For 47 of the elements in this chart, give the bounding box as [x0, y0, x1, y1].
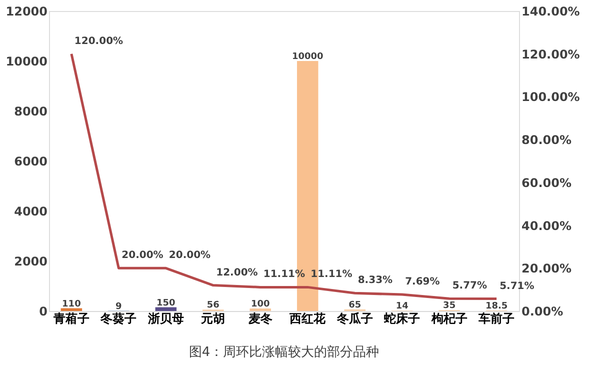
- caption: 图4：周环比涨幅较大的部分品种: [188, 345, 380, 360]
- data-label: 12.00%: [216, 267, 258, 278]
- data-label: 9: [116, 302, 122, 312]
- data-label: 120.00%: [74, 36, 124, 47]
- y-tick-label: 12000: [6, 4, 48, 18]
- y2-tick-label: 60.00%: [522, 176, 572, 190]
- data-label: 56: [206, 300, 220, 311]
- y-tick-label: 8000: [14, 104, 48, 118]
- y-tick-label: 6000: [14, 154, 48, 168]
- y2-tick-label: 0.00%: [522, 304, 564, 318]
- data-label: 110: [62, 299, 81, 310]
- y2-tick-label: 100.00%: [522, 90, 580, 104]
- y2-tick-label: 120.00%: [522, 47, 580, 62]
- data-label: 20.00%: [168, 250, 211, 262]
- data-label: 65: [348, 300, 362, 310]
- data-label: 100: [250, 300, 270, 310]
- y-tick-label: 4000: [14, 204, 48, 218]
- data-label: 150: [156, 298, 176, 308]
- x-tick-label: 冬葵子: [100, 312, 137, 326]
- x-tick-label: 青葙子: [52, 312, 90, 326]
- x-tick-label: 车前子: [478, 312, 515, 326]
- data-label: 35: [443, 301, 456, 312]
- x-tick-label: 元胡: [200, 312, 226, 326]
- data-label: 8.33%: [358, 275, 393, 286]
- data-label: 14: [396, 302, 408, 312]
- y-tick-label: 0: [39, 304, 48, 318]
- data-label: 10000: [292, 52, 324, 62]
- y2-tick-label: 140.00%: [522, 4, 580, 18]
- x-tick-label: 枸杞子: [430, 312, 468, 326]
- line-series: [70, 52, 498, 300]
- y-tick-label: 10000: [6, 54, 48, 68]
- y2-tick-label: 20.00%: [522, 262, 572, 276]
- bar: [60, 308, 82, 311]
- x-tick-label: 西红花: [288, 312, 327, 326]
- x-tick-label: 浙贝母: [146, 312, 184, 326]
- data-label: 7.69%: [405, 276, 440, 288]
- data-label: 5.77%: [452, 280, 488, 292]
- x-tick-label: 蛇床子: [383, 312, 420, 326]
- data-label: 18.5: [485, 302, 508, 312]
- x-tick-label: 冬瓜子: [336, 312, 373, 326]
- x-tick-label: 麦冬: [247, 312, 272, 326]
- y-tick-label: 2000: [14, 254, 48, 268]
- data-label: 20.00%: [122, 250, 164, 262]
- y2-tick-label: 80.00%: [522, 133, 572, 148]
- bar: [155, 307, 177, 311]
- y2-tick-label: 40.00%: [522, 218, 572, 233]
- data-label: 5.71%: [500, 280, 534, 292]
